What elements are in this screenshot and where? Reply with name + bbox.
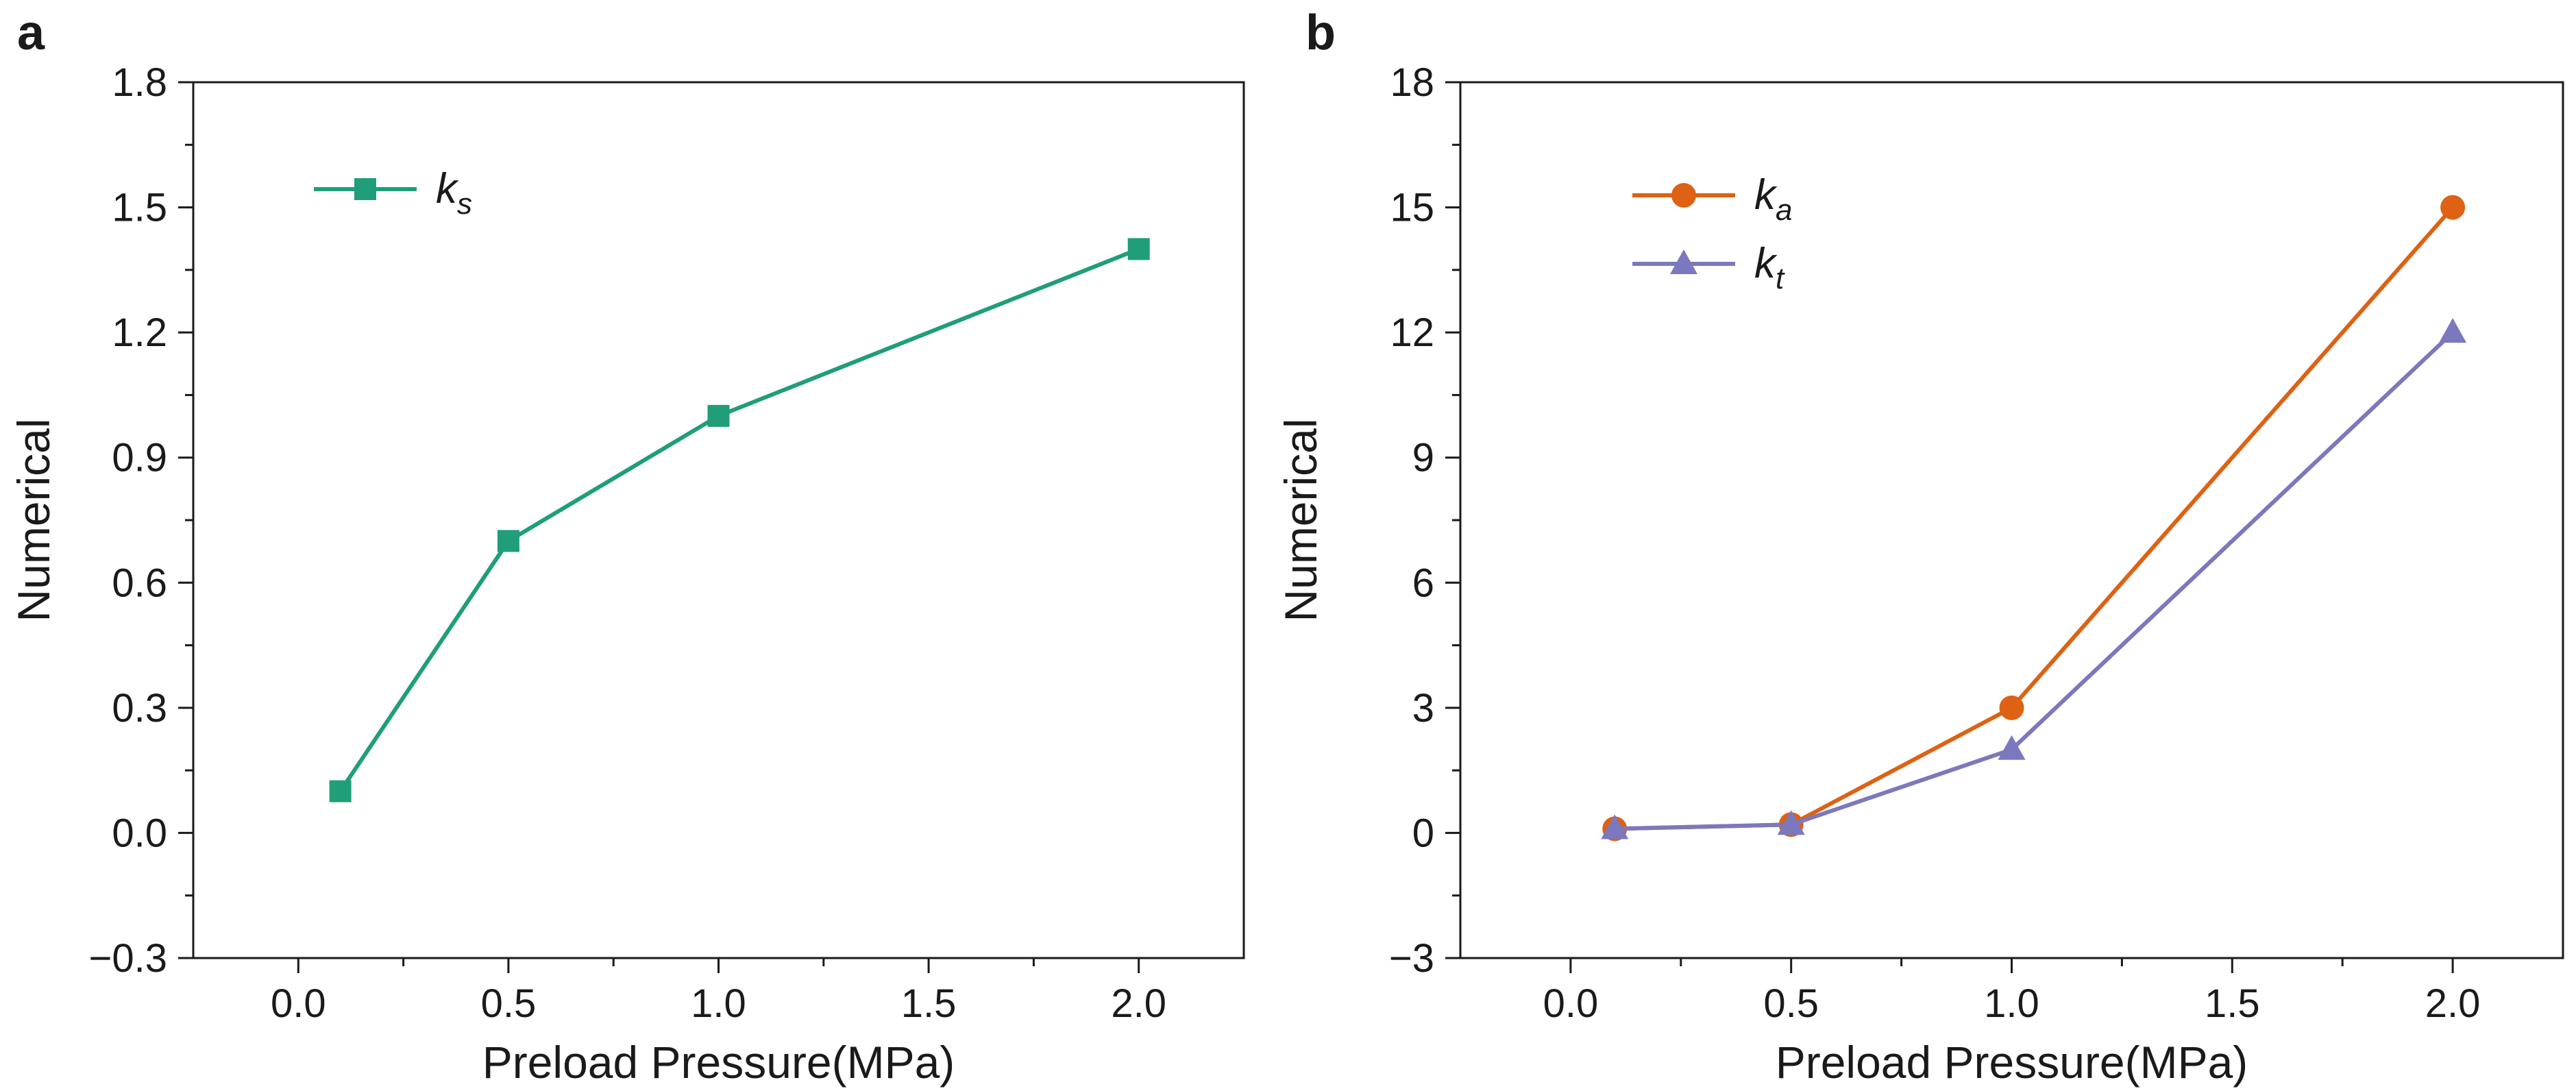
legend-label: ka	[1754, 171, 1792, 227]
y-tick-label: 0.9	[112, 436, 167, 480]
data-point-k-t	[2439, 318, 2467, 343]
y-tick-label: 12	[1390, 310, 1434, 355]
panel-b: b 0.0 0.5 1.0 1.5 2.0 −3 0 3 6 9 12 15 18 Preload Pres…	[1275, 5, 2564, 1088]
data-point-k-a	[1999, 695, 2024, 720]
legend-symbol: k	[1754, 240, 1778, 287]
legend-marker	[1671, 183, 1696, 208]
x-tick-label: 2.0	[1111, 981, 1166, 1026]
x-axis-title: Preload Pressure(MPa)	[482, 1037, 955, 1088]
legend-subscript: a	[1776, 193, 1792, 227]
y-tick-label: 1.2	[112, 310, 167, 355]
x-axis-title: Preload Pressure(MPa)	[1776, 1037, 2248, 1088]
panel-label: b	[1305, 5, 1336, 60]
y-tick-label: 1.5	[112, 186, 167, 230]
y-tick-label: 3	[1412, 686, 1434, 731]
legend-subscript: s	[457, 187, 472, 221]
x-tick-label: 0.0	[271, 981, 326, 1026]
y-tick-label: 0.3	[112, 686, 167, 731]
y-axis-title: Numerical	[8, 418, 59, 622]
x-tick-label: 0.0	[1543, 981, 1599, 1026]
x-tick-label: 0.5	[1763, 981, 1819, 1026]
legend-label: ks	[436, 165, 472, 221]
data-point-k-s	[1127, 238, 1150, 260]
y-tick-label: 0.6	[112, 561, 167, 605]
x-tick-label: 1.5	[901, 981, 957, 1026]
series-line-k-s	[339, 247, 1140, 793]
y-tick-label: 1.8	[112, 60, 167, 105]
data-point-k-s	[707, 404, 730, 427]
series-line-k-a	[1615, 206, 2455, 831]
data-point-k-s	[497, 530, 519, 552]
legend-symbol: k	[436, 165, 459, 212]
data-point-k-s	[329, 780, 352, 802]
panel-a: a 0.0 0.5 1.0 1.5 2.0 −0.3 0.0 0.3 0.6 0.9 1.2 1.5 1.…	[8, 5, 1245, 1088]
y-tick-label: 18	[1390, 60, 1434, 105]
y-tick-label: 0	[1412, 811, 1434, 855]
legend-subscript: t	[1776, 262, 1785, 295]
x-tick-label: 1.5	[2205, 981, 2260, 1026]
legend-marker	[1670, 249, 1697, 274]
plot-frame	[192, 81, 1245, 959]
y-tick-label: −3	[1389, 936, 1434, 981]
y-axis-title: Numerical	[1275, 418, 1326, 622]
data-point-k-t	[1777, 810, 1805, 835]
data-point-k-a	[2440, 195, 2466, 220]
x-tick-label: 1.0	[691, 981, 746, 1026]
series-line-k-t	[1615, 330, 2455, 831]
y-tick-label: 6	[1412, 561, 1434, 605]
x-tick-label: 2.0	[2425, 981, 2481, 1026]
legend-label: kt	[1754, 240, 1785, 295]
legend-symbol: k	[1754, 171, 1778, 219]
data-point-k-t	[1998, 735, 2026, 760]
y-tick-label: 9	[1412, 436, 1434, 480]
y-tick-label: 15	[1390, 186, 1434, 230]
x-tick-label: 1.0	[1984, 981, 2039, 1026]
panel-label: a	[17, 5, 45, 60]
x-tick-label: 0.5	[481, 981, 537, 1026]
data-point-k-t	[1601, 814, 1629, 839]
legend-marker	[354, 178, 376, 200]
y-tick-label: −0.3	[89, 936, 168, 981]
y-tick-label: 0.0	[112, 811, 167, 855]
